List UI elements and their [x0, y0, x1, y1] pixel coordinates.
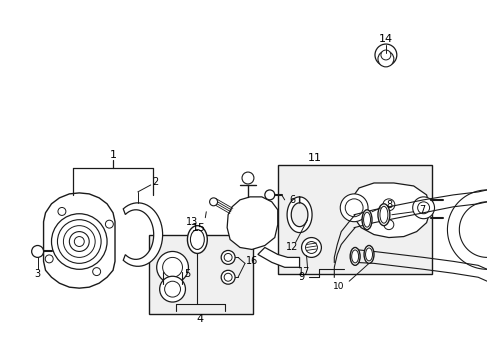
Circle shape: [156, 251, 188, 283]
Circle shape: [45, 255, 53, 263]
Text: 12: 12: [286, 243, 298, 252]
Circle shape: [221, 251, 235, 264]
Text: 3: 3: [35, 269, 41, 279]
Text: 9: 9: [298, 272, 304, 282]
Text: 13: 13: [186, 217, 198, 227]
Ellipse shape: [379, 206, 387, 223]
Ellipse shape: [377, 204, 389, 226]
Ellipse shape: [364, 246, 373, 264]
Circle shape: [93, 267, 101, 275]
Circle shape: [242, 172, 253, 184]
Circle shape: [160, 276, 185, 302]
Text: 2: 2: [152, 177, 159, 187]
Text: 14: 14: [378, 34, 392, 44]
Text: 16: 16: [245, 256, 258, 266]
Circle shape: [164, 281, 180, 297]
Circle shape: [58, 207, 66, 215]
Circle shape: [224, 253, 232, 261]
Text: 10: 10: [332, 282, 344, 291]
Text: 5: 5: [184, 269, 190, 279]
Text: 8: 8: [385, 200, 391, 210]
Ellipse shape: [365, 248, 372, 261]
Ellipse shape: [363, 212, 370, 227]
Circle shape: [105, 220, 113, 228]
Ellipse shape: [351, 250, 358, 263]
Circle shape: [301, 238, 321, 257]
Circle shape: [221, 270, 235, 284]
Circle shape: [345, 199, 362, 217]
Polygon shape: [257, 247, 299, 267]
Ellipse shape: [190, 230, 204, 249]
Text: 6: 6: [289, 195, 295, 205]
Bar: [277, 165, 431, 274]
Text: 4: 4: [196, 314, 203, 324]
Circle shape: [163, 257, 182, 277]
Circle shape: [57, 220, 101, 264]
Circle shape: [224, 273, 232, 281]
Text: 11: 11: [307, 153, 321, 163]
Circle shape: [209, 198, 217, 206]
Text: 7: 7: [419, 205, 425, 215]
Circle shape: [69, 231, 89, 251]
Polygon shape: [286, 197, 311, 233]
Text: 17: 17: [298, 267, 310, 277]
Circle shape: [63, 226, 95, 257]
Bar: [148, 235, 252, 314]
Circle shape: [374, 44, 396, 66]
Ellipse shape: [349, 247, 359, 265]
Polygon shape: [226, 197, 277, 249]
Circle shape: [380, 50, 390, 60]
Circle shape: [382, 199, 394, 211]
Circle shape: [383, 220, 393, 230]
Text: 15: 15: [191, 222, 205, 233]
Circle shape: [264, 190, 274, 200]
Text: 1: 1: [109, 150, 116, 160]
Polygon shape: [123, 203, 163, 266]
Circle shape: [412, 197, 434, 219]
Circle shape: [305, 242, 317, 253]
Circle shape: [74, 237, 84, 247]
Circle shape: [377, 51, 393, 67]
Circle shape: [51, 214, 107, 269]
Circle shape: [340, 194, 367, 222]
Polygon shape: [353, 183, 429, 238]
Ellipse shape: [361, 210, 371, 230]
Polygon shape: [43, 193, 115, 288]
Circle shape: [32, 246, 43, 257]
Circle shape: [417, 202, 428, 214]
Ellipse shape: [187, 226, 207, 253]
